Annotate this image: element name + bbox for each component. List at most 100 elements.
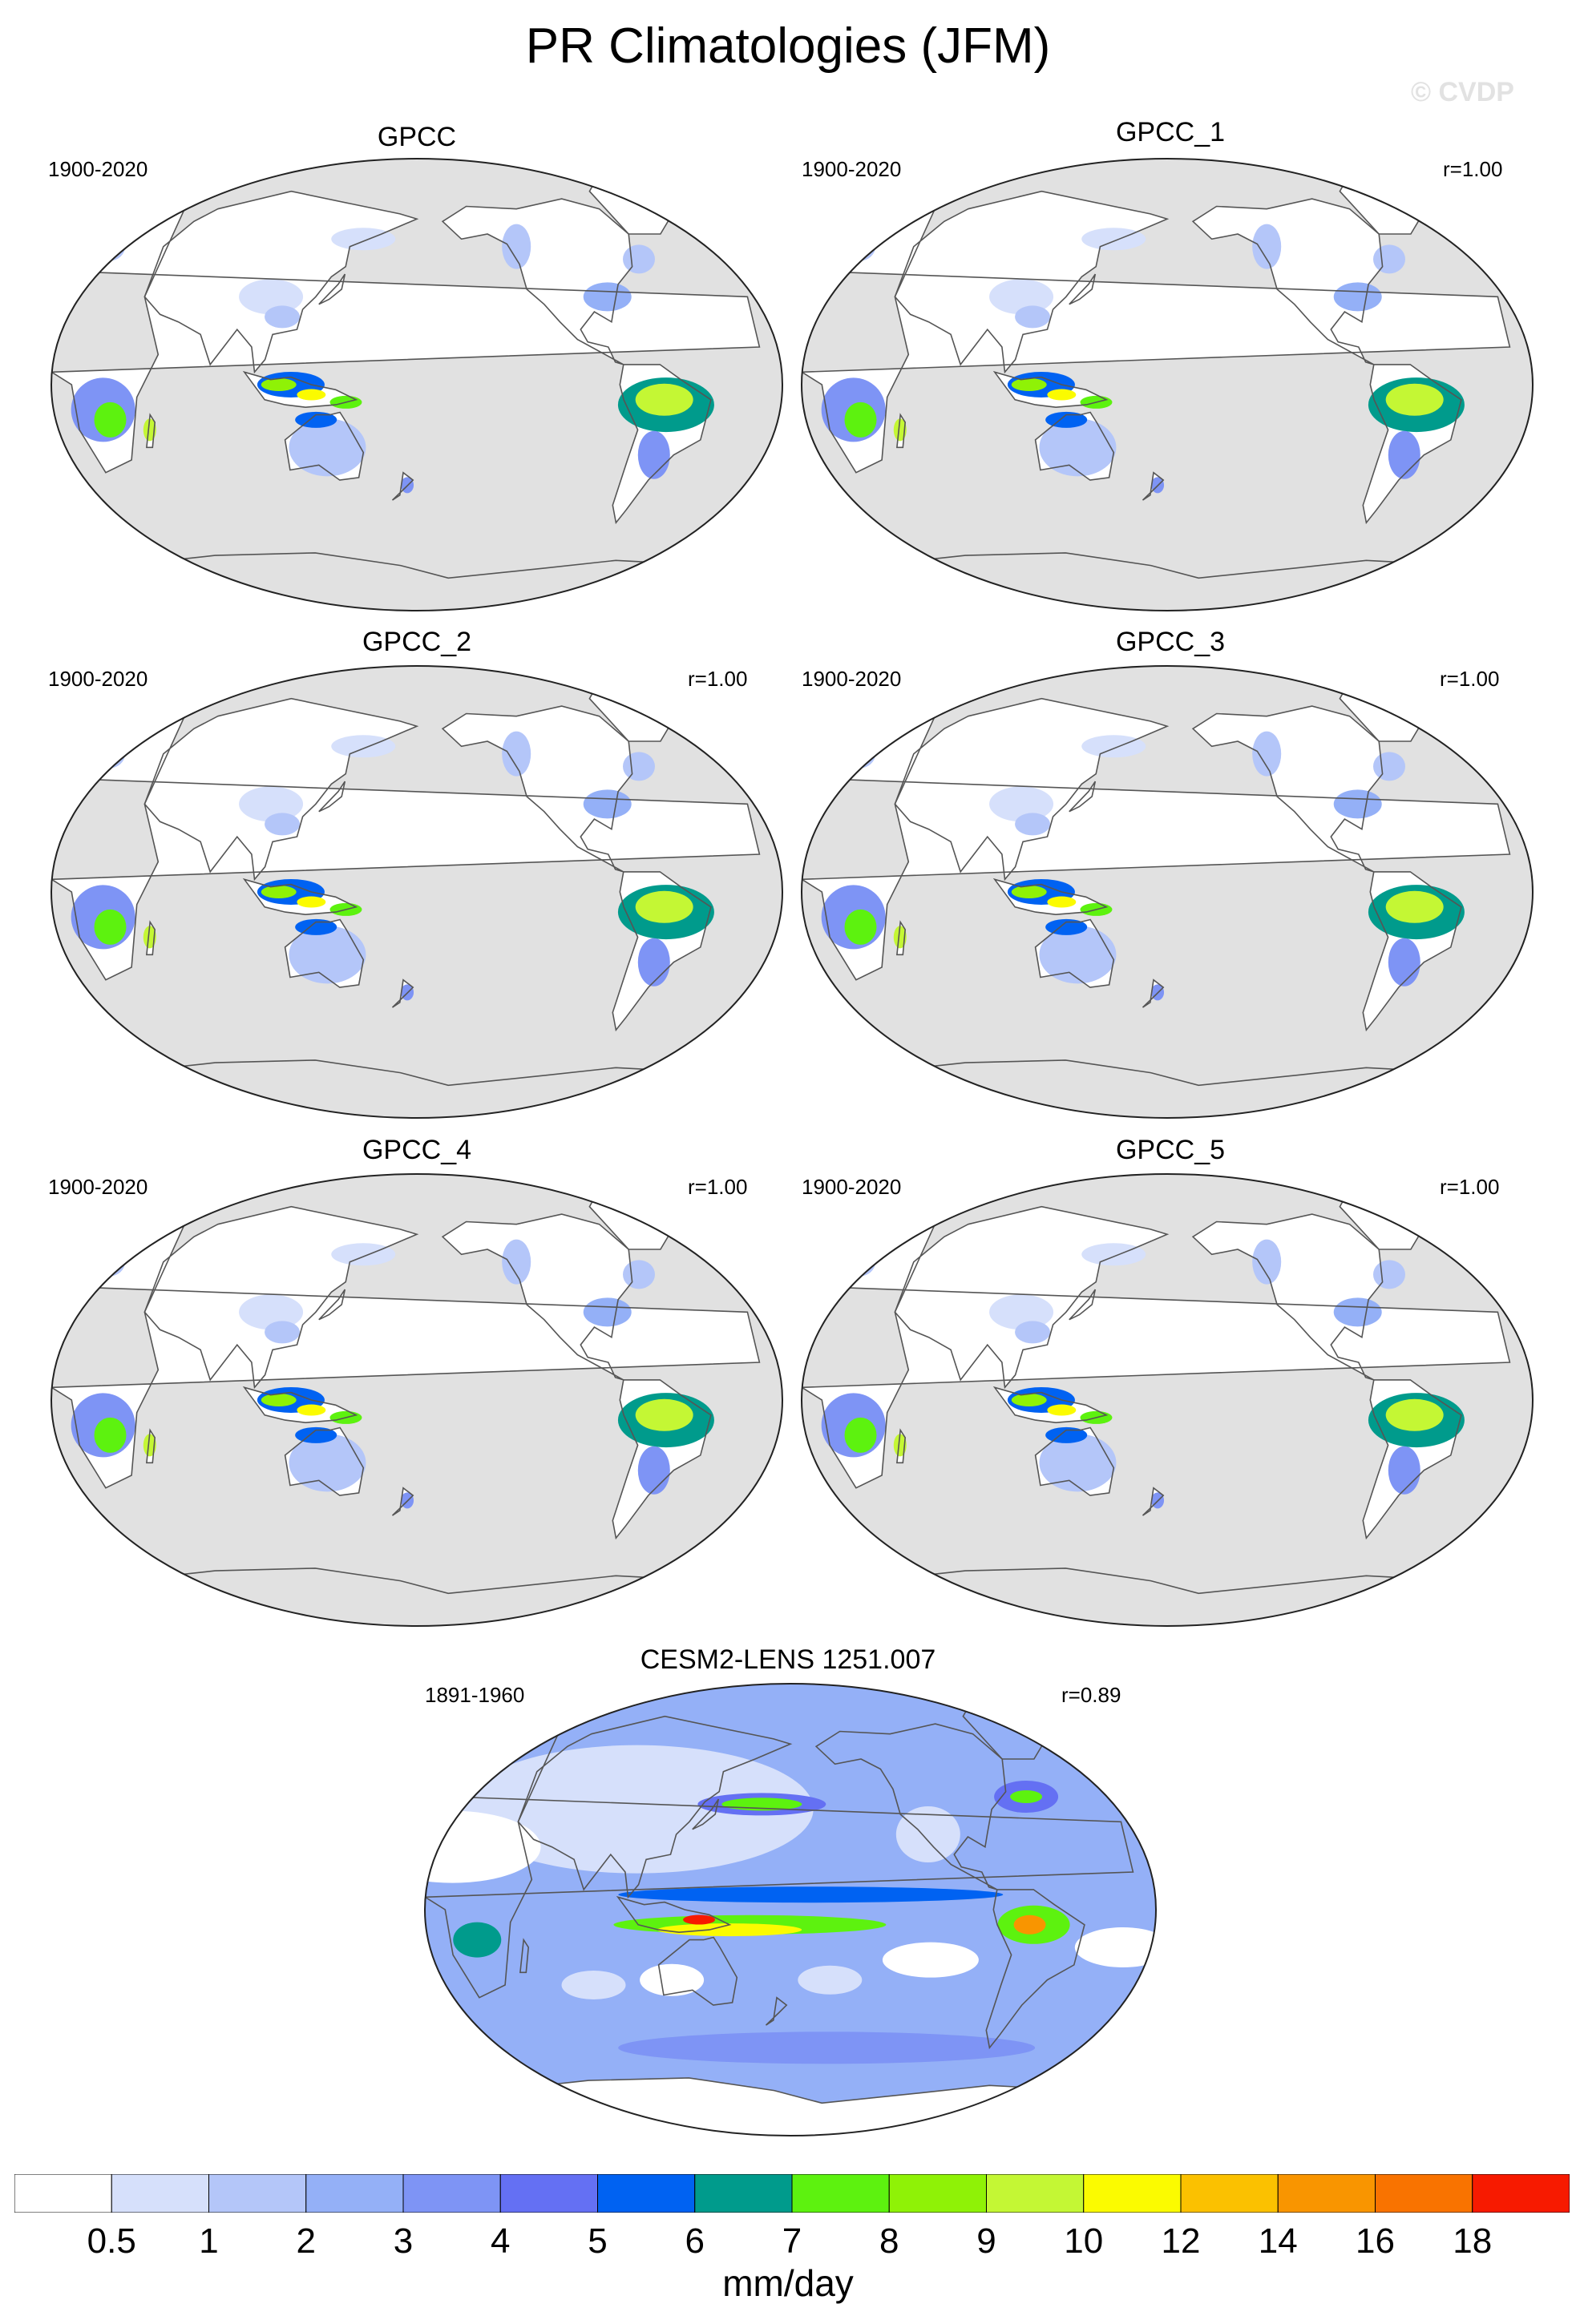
colorbar-swatch	[791, 2174, 890, 2213]
precip-south-china	[265, 305, 301, 329]
precip-madagascar	[143, 1434, 156, 1457]
precip-australia	[1039, 926, 1117, 984]
coastline-japan	[318, 1289, 346, 1321]
colorbar-tick-label: 14	[1258, 2221, 1298, 2261]
coastline-asia	[143, 697, 419, 882]
colorbar-units: mm/day	[722, 2262, 854, 2304]
coastline-madagascar	[146, 1428, 156, 1464]
coastline-southAmerica	[612, 364, 712, 525]
panel-years-gpcc-4: 1900-2020	[48, 1175, 148, 1199]
precip-map-cesm2-lens	[424, 1683, 1157, 2136]
coastline-antarctica	[121, 1567, 713, 1626]
colorbar	[14, 2174, 1570, 2213]
precip-amazon-core	[1385, 890, 1444, 923]
coastline-japan	[1069, 1289, 1097, 1321]
precip-nw-america	[1252, 731, 1282, 777]
land-japan	[318, 781, 346, 812]
precip-borneo	[1011, 378, 1047, 391]
panel-years-gpcc-1: 1900-2020	[802, 157, 902, 181]
precip-zambia	[844, 909, 877, 945]
coastline-southAmerica	[1362, 1379, 1462, 1540]
coastline-nz	[391, 1487, 414, 1516]
coastline-japan	[692, 1798, 720, 1830]
panel-title-gpcc-5: GPCC_5	[1115, 1135, 1226, 1165]
coastline-japan	[1069, 781, 1097, 813]
precip-zambia	[94, 909, 127, 945]
precip-south-brazil	[1388, 430, 1420, 479]
precip-sulawesi	[297, 1404, 326, 1416]
land-europeAfrica	[802, 1224, 1510, 1488]
coastline-nz	[1142, 1487, 1165, 1516]
precip-se-usa	[583, 789, 632, 819]
coastline-nz	[1142, 978, 1165, 1008]
precip-map-gpcc-3	[801, 665, 1534, 1119]
precip-zambia	[844, 1417, 877, 1453]
land-europeAfrica	[51, 716, 760, 980]
precip-map-gpcc-1	[801, 158, 1534, 611]
land-europeAfrica	[51, 208, 760, 473]
coastline-asia	[517, 1715, 793, 1899]
panel-r-gpcc-5: r=1.00	[1440, 1175, 1500, 1199]
precip-zambia	[94, 1417, 127, 1453]
panel-title-gpcc-4: GPCC_4	[362, 1135, 472, 1165]
coastline-indonesia	[616, 1895, 732, 1934]
land-japan	[1069, 781, 1096, 812]
coastline-asia	[894, 697, 1170, 882]
cvdp-watermark: © CVDP	[1411, 77, 1514, 107]
precip-europe	[93, 232, 126, 261]
precip-siberia	[1081, 228, 1146, 251]
precip-nw-america	[1252, 224, 1282, 269]
coastline-indonesia	[242, 370, 358, 409]
map-border	[51, 158, 783, 611]
colorbar-tick-label: 2	[296, 2221, 316, 2261]
precip-south-brazil	[1388, 938, 1420, 986]
precip-max-maritime	[683, 1914, 716, 1925]
precip-siberia	[331, 228, 396, 251]
coastline-europeAfrica	[425, 1733, 1134, 1999]
precip-south-brazil	[637, 1446, 670, 1495]
panel-title-gpcc-2: GPCC_2	[362, 627, 472, 657]
colorbar-swatch	[14, 2174, 112, 2213]
precip-madagascar	[143, 418, 156, 442]
precip-sulawesi	[1047, 389, 1077, 401]
coastline-japan	[318, 781, 346, 813]
colorbar-swatch	[305, 2174, 404, 2213]
coastline-europeAfrica	[51, 208, 761, 474]
coastline-madagascar	[896, 1428, 907, 1464]
panel-r-gpcc-4: r=1.00	[688, 1175, 748, 1199]
precip-east-asia	[989, 1294, 1054, 1330]
precip-ne-america	[1372, 752, 1405, 781]
precip-dry-australia	[640, 1963, 705, 1996]
map-border	[51, 665, 783, 1119]
precip-dry-sahara	[425, 1810, 541, 1883]
precip-dry-indian	[561, 1971, 626, 1999]
precip-east-asia	[239, 1294, 304, 1330]
coastline-nz	[1142, 471, 1165, 501]
precip-se-usa	[583, 282, 632, 312]
coastline-indonesia	[242, 878, 358, 916]
precip-nw-america	[502, 224, 531, 269]
coastline-australia	[1034, 411, 1115, 481]
precip-amazon-core	[1385, 1398, 1444, 1431]
precip-sulawesi	[1047, 896, 1077, 908]
precip-europe	[93, 739, 126, 769]
colorbar-swatch	[1375, 2174, 1473, 2213]
coastline-nz	[391, 978, 414, 1008]
panel-years-gpcc-3: 1900-2020	[802, 667, 902, 691]
coastline-asia	[894, 1205, 1170, 1390]
land-japan	[1069, 274, 1096, 305]
precip-dry-asia	[460, 1745, 814, 1874]
precip-sulawesi	[297, 389, 326, 401]
coastline-madagascar	[896, 413, 907, 449]
coastline-madagascar	[146, 920, 156, 956]
coastline-japan	[318, 273, 346, 305]
precip-amazon-core	[1385, 383, 1444, 416]
colorbar-tick-label: 18	[1453, 2221, 1493, 2261]
precip-madagascar	[893, 418, 907, 442]
coastline-europeAfrica	[802, 208, 1511, 474]
precip-nw-america	[1252, 1239, 1282, 1285]
colorbar-swatch	[986, 2174, 1085, 2213]
precip-map-gpcc-4	[51, 1173, 783, 1627]
coastline-europeAfrica	[802, 715, 1511, 981]
coastline-asia	[894, 190, 1170, 374]
